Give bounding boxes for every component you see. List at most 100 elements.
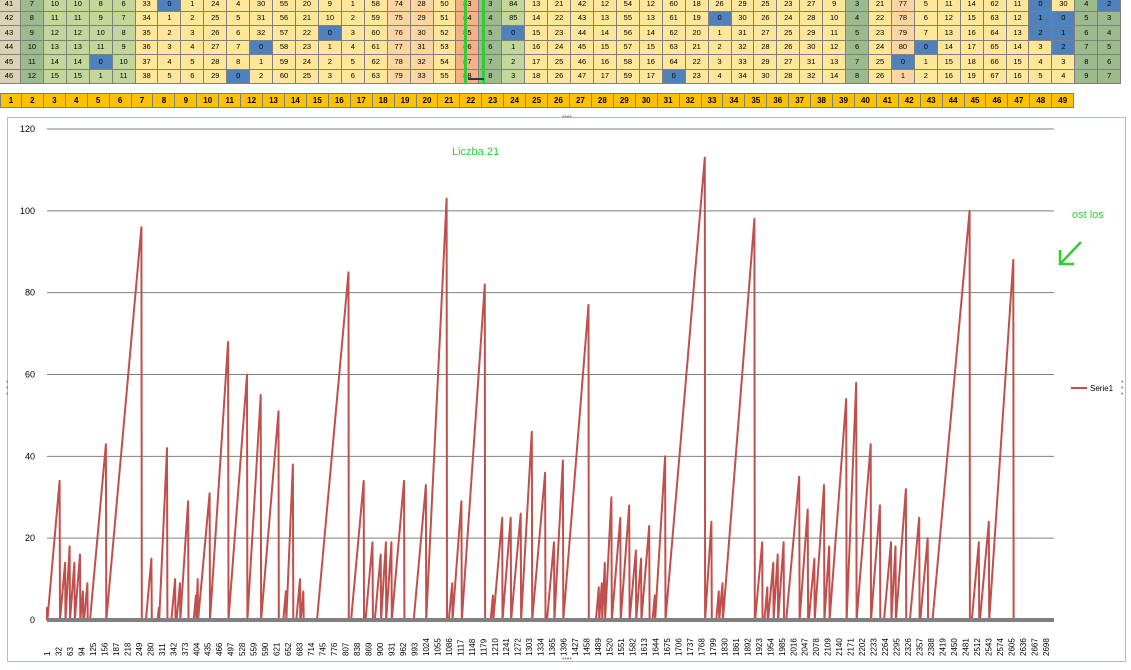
number-cell[interactable]: 19 bbox=[394, 93, 417, 108]
grid-cell[interactable]: 24 bbox=[294, 54, 319, 70]
grid-cell[interactable]: 4 bbox=[1074, 0, 1099, 12]
grid-cell[interactable]: 46 bbox=[0, 68, 21, 84]
grid-cell[interactable]: 21 bbox=[547, 0, 572, 12]
grid-cell[interactable]: 23 bbox=[294, 39, 319, 55]
grid-cell[interactable]: 30 bbox=[1051, 0, 1076, 12]
number-cell[interactable]: 49 bbox=[1052, 93, 1075, 108]
number-cell[interactable]: 18 bbox=[372, 93, 395, 108]
grid-cell[interactable]: 2 bbox=[249, 68, 274, 84]
number-cell[interactable]: 7 bbox=[131, 93, 154, 108]
grid-cell[interactable]: 29 bbox=[203, 68, 228, 84]
grid-cell[interactable]: 10 bbox=[19, 39, 44, 55]
grid-cell[interactable]: 6 bbox=[1074, 25, 1099, 41]
grid-cell[interactable]: 9 bbox=[317, 0, 342, 12]
grid-cell[interactable]: 30 bbox=[799, 39, 824, 55]
number-cell[interactable]: 1 bbox=[0, 93, 22, 108]
grid-cell[interactable]: 1 bbox=[249, 54, 274, 70]
grid-cell[interactable]: 4 bbox=[157, 54, 182, 70]
grid-cell[interactable]: 32 bbox=[799, 68, 824, 84]
grid-cell[interactable]: 9 bbox=[88, 10, 113, 26]
grid-cell[interactable]: 14 bbox=[936, 39, 961, 55]
number-cell[interactable]: 33 bbox=[701, 93, 724, 108]
grid-cell[interactable]: 67 bbox=[982, 68, 1007, 84]
grid-cell[interactable]: 2 bbox=[1051, 39, 1076, 55]
grid-cell[interactable]: 84 bbox=[501, 0, 526, 12]
grid-cell[interactable]: 44 bbox=[0, 39, 21, 55]
grid-cell[interactable]: 10 bbox=[822, 10, 847, 26]
grid-cell[interactable]: 0 bbox=[1051, 10, 1076, 26]
grid-cell[interactable]: 10 bbox=[42, 0, 67, 12]
number-cell[interactable]: 23 bbox=[482, 93, 505, 108]
grid-cell[interactable]: 8 bbox=[226, 54, 251, 70]
number-cell[interactable]: 10 bbox=[197, 93, 220, 108]
grid-cell[interactable]: 22 bbox=[868, 10, 892, 26]
number-cell[interactable]: 24 bbox=[504, 93, 527, 108]
number-cell[interactable]: 27 bbox=[569, 93, 592, 108]
grid-cell[interactable]: 45 bbox=[0, 54, 21, 70]
number-cell[interactable]: 41 bbox=[876, 93, 899, 108]
grid-cell[interactable]: 36 bbox=[134, 39, 159, 55]
grid-cell[interactable]: 55 bbox=[432, 68, 457, 84]
grid-cell[interactable]: 23 bbox=[776, 0, 801, 12]
grid-cell[interactable]: 9 bbox=[1074, 68, 1099, 84]
grid-cell[interactable]: 0 bbox=[661, 68, 686, 84]
number-cell[interactable]: 44 bbox=[942, 93, 965, 108]
grid-cell[interactable]: 7 bbox=[111, 10, 136, 26]
grid-cell[interactable]: 42 bbox=[570, 0, 594, 12]
grid-cell[interactable]: 14 bbox=[592, 25, 617, 41]
grid-cell[interactable]: 26 bbox=[776, 39, 801, 55]
grid-cell[interactable]: 29 bbox=[799, 25, 824, 41]
grid-cell[interactable]: 3 bbox=[478, 0, 503, 12]
grid-cell[interactable]: 12 bbox=[42, 25, 67, 41]
grid-cell[interactable]: 0 bbox=[1028, 0, 1053, 12]
grid-cell[interactable]: 14 bbox=[524, 10, 549, 26]
grid-cell[interactable]: 8 bbox=[111, 25, 136, 41]
grid-cell[interactable]: 32 bbox=[409, 54, 434, 70]
grid-cell[interactable]: 15 bbox=[592, 39, 617, 55]
number-cell[interactable]: 30 bbox=[635, 93, 658, 108]
grid-cell[interactable]: 84 bbox=[455, 10, 480, 26]
grid-cell[interactable]: 80 bbox=[890, 39, 915, 55]
grid-cell[interactable]: 4 bbox=[845, 10, 870, 26]
number-cell[interactable]: 37 bbox=[789, 93, 812, 108]
grid-cell[interactable]: 11 bbox=[19, 54, 44, 70]
grid-cell[interactable]: 55 bbox=[615, 10, 640, 26]
grid-cell[interactable]: 24 bbox=[776, 10, 801, 26]
number-cell[interactable]: 29 bbox=[613, 93, 636, 108]
grid-cell[interactable]: 16 bbox=[936, 68, 961, 84]
grid-cell[interactable]: 30 bbox=[753, 68, 778, 84]
grid-cell[interactable]: 79 bbox=[386, 68, 411, 84]
grid-cell[interactable]: 46 bbox=[570, 54, 594, 70]
grid-cell[interactable]: 5 bbox=[845, 25, 870, 41]
grid-cell[interactable]: 0 bbox=[890, 54, 915, 70]
grid-cell[interactable]: 62 bbox=[661, 25, 686, 41]
number-cell[interactable]: 4 bbox=[65, 93, 88, 108]
grid-cell[interactable]: 1 bbox=[88, 68, 113, 84]
number-cell[interactable]: 38 bbox=[811, 93, 834, 108]
grid-cell[interactable]: 15 bbox=[65, 68, 90, 84]
grid-cell[interactable]: 87 bbox=[455, 54, 480, 70]
grid-cell[interactable]: 8 bbox=[19, 10, 44, 26]
chart-area[interactable]: •••• • • • • • • •••• 0 20 40 60 80 100 120 1 32 63 9… bbox=[6, 114, 1126, 663]
grid-cell[interactable]: 16 bbox=[959, 25, 984, 41]
grid-cell[interactable]: 6 bbox=[226, 25, 251, 41]
grid-cell[interactable]: 3 bbox=[1051, 54, 1076, 70]
number-cell[interactable]: 2 bbox=[21, 93, 44, 108]
grid-cell[interactable]: 15 bbox=[936, 54, 961, 70]
grid-cell[interactable]: 11 bbox=[822, 25, 847, 41]
grid-cell[interactable]: 26 bbox=[707, 0, 732, 12]
grid-cell[interactable]: 10 bbox=[111, 54, 136, 70]
number-cell[interactable]: 48 bbox=[1030, 93, 1053, 108]
grid-cell[interactable]: 3 bbox=[707, 54, 732, 70]
grid-cell[interactable]: 0 bbox=[707, 10, 732, 26]
grid-cell[interactable]: 7 bbox=[913, 25, 938, 41]
grid-cell[interactable]: 14 bbox=[959, 0, 984, 12]
number-cell[interactable]: 47 bbox=[1008, 93, 1031, 108]
grid-cell[interactable]: 10 bbox=[65, 0, 90, 12]
grid-cell[interactable]: 17 bbox=[959, 39, 984, 55]
grid-cell[interactable]: 12 bbox=[19, 68, 44, 84]
grid-cell[interactable]: 54 bbox=[615, 0, 640, 12]
number-cell[interactable]: 9 bbox=[175, 93, 198, 108]
number-cell[interactable]: 21 bbox=[438, 93, 461, 108]
grid-cell[interactable]: 4 bbox=[1028, 54, 1053, 70]
